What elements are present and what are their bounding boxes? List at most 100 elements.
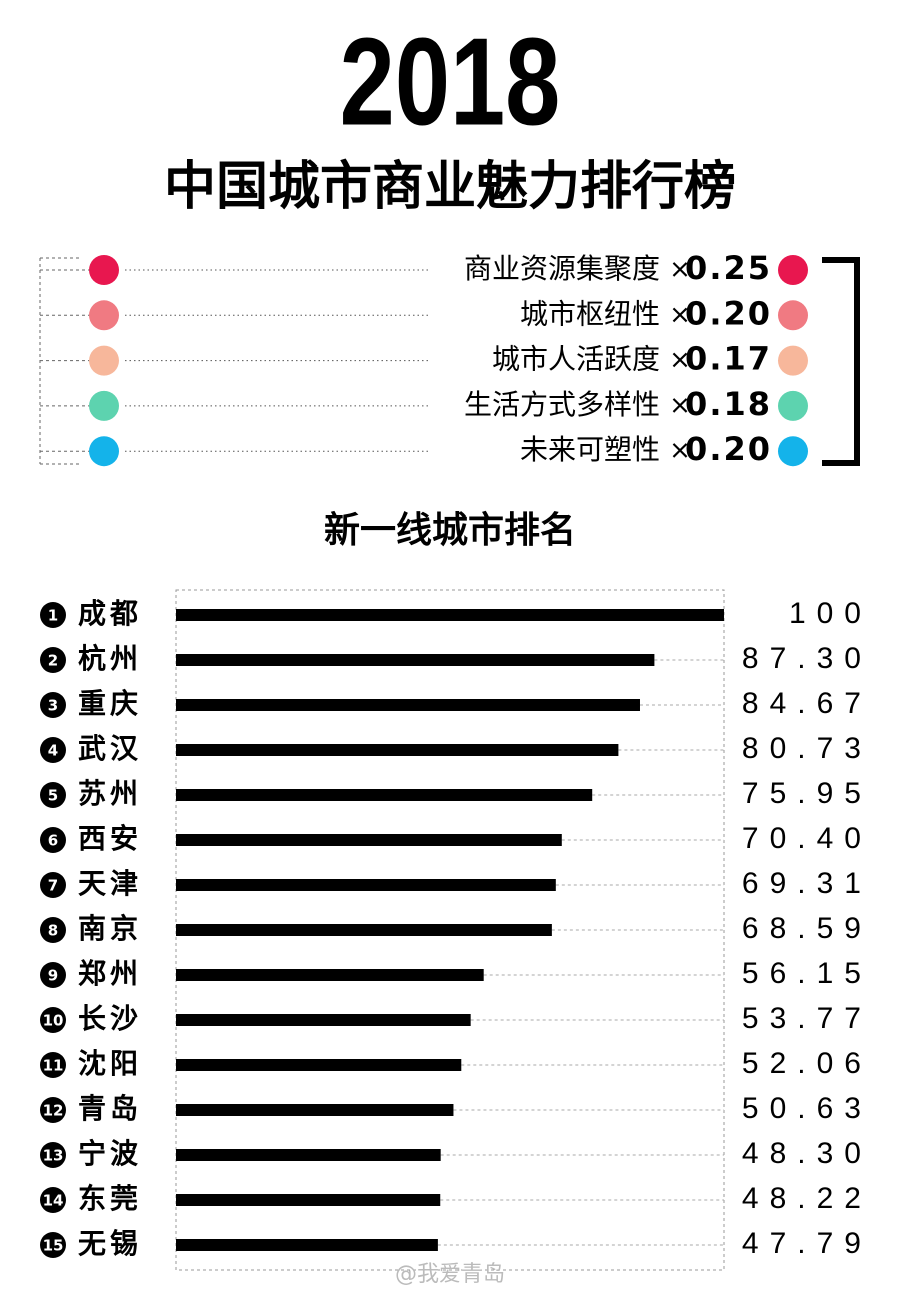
rank-badge: [40, 1232, 66, 1258]
value-label: 48.30: [742, 1137, 872, 1170]
rank-number: 15: [43, 1237, 64, 1255]
operator: ×: [669, 436, 691, 466]
bar: [176, 1149, 441, 1161]
bar: [176, 699, 640, 711]
operator: ×: [669, 300, 691, 330]
bar: [176, 924, 552, 936]
rank-number: 1: [48, 607, 58, 625]
factor-dot: [89, 390, 119, 421]
rank-number: 13: [43, 1147, 64, 1165]
factor-weight: 0.18: [685, 385, 772, 423]
category-label: 苏州: [78, 777, 142, 810]
category-label: 南京: [78, 912, 142, 945]
rank-number: 2: [48, 652, 58, 670]
factor-weight: 0.20: [685, 430, 772, 468]
bar: [176, 879, 556, 891]
factor-dot: [89, 300, 119, 331]
value-label: 52.06: [742, 1047, 872, 1080]
bar: [176, 1014, 471, 1026]
factor-weight: 0.17: [685, 340, 772, 378]
rank-badge: [40, 1142, 66, 1168]
rank-badge: [40, 692, 66, 718]
bar: [176, 834, 562, 846]
category-label: 西安: [78, 822, 142, 855]
rank-badge: [40, 737, 66, 763]
rank-number: 11: [43, 1057, 64, 1075]
bar: [176, 969, 484, 981]
factor-name: 生活方式多样性: [464, 388, 660, 421]
bar: [176, 609, 724, 621]
bar: [176, 1239, 438, 1251]
value-label: 69.31: [742, 867, 872, 900]
bar: [176, 1194, 441, 1206]
factor-dot: [778, 255, 808, 285]
category-label: 东莞: [78, 1182, 142, 1215]
value-label: 53.77: [742, 1002, 872, 1035]
factor-dot: [89, 436, 119, 467]
category-label: 杭州: [78, 642, 142, 675]
category-label: 无锡: [78, 1227, 142, 1260]
rank-number: 3: [48, 697, 58, 715]
value-label: 48.22: [742, 1182, 872, 1215]
bracket: [822, 257, 860, 466]
factor-name: 城市人活跃度: [492, 343, 660, 376]
value-label: 70.40: [742, 822, 872, 855]
category-label: 郑州: [78, 957, 142, 990]
rank-badge: [40, 872, 66, 898]
chart-frame: [175, 589, 725, 1271]
rank-badge: [40, 962, 66, 988]
factor-dot: [778, 390, 808, 421]
rank-badge: [40, 827, 66, 853]
rank-badge: [40, 647, 66, 673]
category-label: 成都: [78, 597, 142, 630]
bar: [176, 1104, 454, 1116]
rank-badge: [40, 917, 66, 943]
operator: ×: [669, 390, 691, 420]
bar: [176, 654, 655, 666]
factor-weight: 0.25: [685, 249, 772, 287]
bar: [176, 744, 619, 756]
rank-number: 4: [48, 742, 58, 760]
rank-number: 12: [43, 1102, 64, 1120]
rank-number: 8: [48, 922, 58, 940]
category-label: 宁波: [78, 1137, 142, 1170]
factor-weight: 0.20: [685, 294, 772, 332]
factor-name: 城市枢纽性: [520, 297, 660, 330]
rank-badge: [40, 1052, 66, 1078]
factor-dot: [778, 300, 808, 331]
value-label: 68.59: [742, 912, 872, 945]
section-title: 新一线城市排名: [324, 510, 576, 551]
category-label: 青岛: [78, 1092, 142, 1125]
watermark: @我爱青岛: [395, 1262, 505, 1287]
value-label: 80.73: [742, 732, 872, 765]
operator: ×: [669, 345, 691, 375]
factor-dot: [89, 345, 119, 376]
factor-dot: [778, 345, 808, 376]
rank-badge: [40, 1097, 66, 1123]
value-label: 47.79: [742, 1227, 872, 1260]
factor-dot: [89, 255, 119, 285]
rank-badge: [40, 782, 66, 808]
value-label: 84.67: [742, 687, 872, 720]
category-label: 武汉: [78, 732, 142, 765]
rank-number: 7: [48, 877, 58, 895]
chart-title: 2018: [340, 12, 561, 151]
category-label: 沈阳: [78, 1047, 142, 1080]
rank-number: 5: [48, 787, 58, 805]
value-label: 50.63: [742, 1092, 872, 1125]
rank-number: 9: [48, 967, 58, 985]
bar: [176, 789, 593, 801]
factor-dot: [778, 436, 808, 467]
category-label: 天津: [78, 867, 142, 900]
value-label: 87.30: [742, 642, 872, 675]
rank-number: 14: [43, 1192, 64, 1210]
rank-number: 6: [48, 832, 58, 850]
value-label: 100: [789, 597, 872, 630]
operator: ×: [669, 255, 691, 285]
rank-badge: [40, 1187, 66, 1213]
category-label: 长沙: [78, 1002, 142, 1035]
factor-name: 未来可塑性: [520, 433, 660, 466]
rank-badge: [40, 602, 66, 628]
